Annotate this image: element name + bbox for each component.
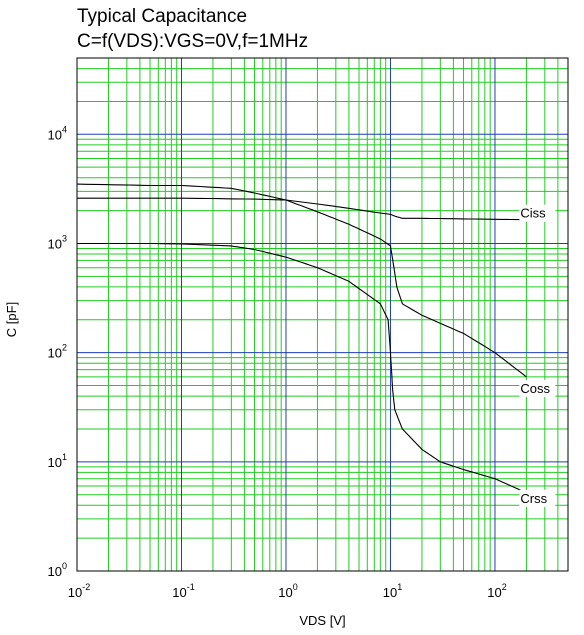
series-line-ciss: [77, 197, 527, 221]
series-labels: Ciss Coss Crss: [519, 204, 556, 507]
grid-minor-lines: [77, 57, 569, 571]
series-label-ciss: Ciss: [520, 206, 546, 221]
grid-major-lines: [76, 58, 568, 572]
x-tick-label: 10-2: [68, 582, 90, 600]
plot-frame: [76, 57, 569, 572]
curves: [76, 183, 527, 494]
chart-subtitle: C=f(VDS):VGS=0V,f=1MHz: [77, 31, 309, 52]
y-tick-label: 100: [48, 561, 67, 579]
series-label-bg: [519, 379, 556, 397]
series-line-crss: [77, 242, 527, 494]
y-tick-label: 103: [48, 233, 67, 251]
chart-title: Typical Capacitance: [77, 6, 248, 27]
y-tick-label: 101: [48, 452, 67, 470]
x-tick-label: 101: [383, 582, 402, 600]
y-tick-label: 102: [48, 343, 67, 361]
series-label-coss: Coss: [520, 381, 550, 396]
x-axis-label: VDS [V]: [299, 613, 345, 628]
x-tick-label: 102: [487, 582, 506, 600]
y-tick-label: 104: [48, 124, 67, 142]
series-label-bg: [519, 204, 556, 222]
x-tick-label: 10-1: [172, 582, 194, 600]
series-label-bg: [519, 489, 556, 507]
y-axis-label: C [pF]: [4, 302, 19, 337]
y-tick-labels: 100 101 102 103 104: [48, 124, 67, 579]
x-tick-label: 100: [278, 582, 297, 600]
series-label-crss: Crss: [520, 491, 547, 506]
x-tick-labels: 10-2 10-1 100 101 102: [68, 582, 507, 600]
series-line-coss: [76, 183, 527, 378]
